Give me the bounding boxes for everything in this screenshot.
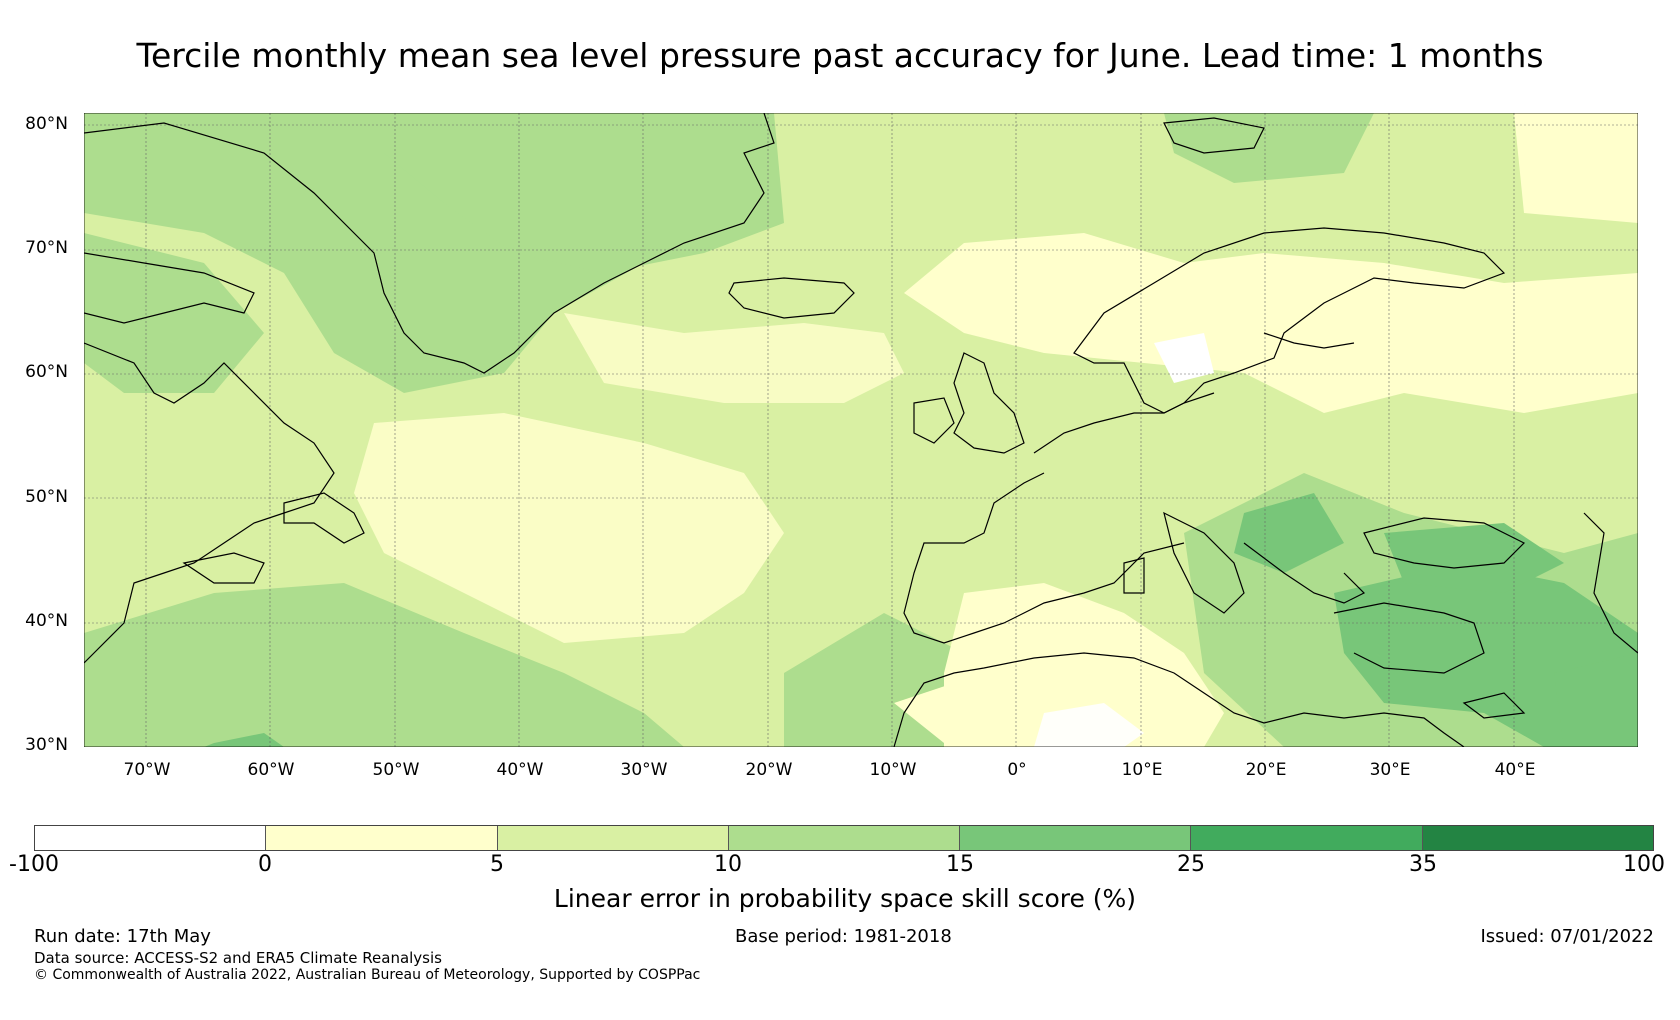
colorbar-tick-3: 10 bbox=[714, 852, 742, 877]
region-iceland-pale bbox=[564, 313, 904, 403]
coast-turkey bbox=[1333, 602, 1485, 674]
lon-label-10e: 10°E bbox=[1121, 760, 1163, 780]
region-norway-white bbox=[1154, 333, 1214, 383]
region-sw-atlantic bbox=[84, 583, 684, 747]
colorbar-seg-1 bbox=[35, 826, 267, 850]
lat-label-30n: 30°N bbox=[25, 735, 68, 755]
region-mid-atlantic-pale bbox=[354, 413, 784, 643]
region-balkans bbox=[1234, 493, 1344, 573]
coast-baffin bbox=[84, 252, 255, 324]
lon-label-30e: 30°E bbox=[1369, 760, 1411, 780]
colorbar-tick-0: -100 bbox=[9, 852, 59, 877]
colorbar-tick-6: 35 bbox=[1409, 852, 1437, 877]
colorbar-tick-2: 5 bbox=[490, 852, 504, 877]
region-sahara-white bbox=[1034, 703, 1144, 747]
lat-label-60n: 60°N bbox=[25, 362, 68, 382]
coast-nova-scotia bbox=[182, 552, 265, 584]
coast-cyprus bbox=[1462, 692, 1526, 719]
coast-italy bbox=[1163, 511, 1245, 614]
lon-label-20e: 20°E bbox=[1245, 760, 1287, 780]
colorbar-tick-5: 25 bbox=[1177, 852, 1205, 877]
coast-caspian bbox=[1583, 512, 1638, 654]
region-small-patch bbox=[204, 733, 284, 747]
colorbar-seg-3 bbox=[497, 826, 729, 850]
graticule bbox=[84, 113, 1638, 747]
region-iberia-pale bbox=[944, 583, 1224, 747]
lon-label-40w: 40°W bbox=[496, 760, 544, 780]
region-morocco-pale bbox=[894, 683, 984, 743]
lon-label-50w: 50°W bbox=[372, 760, 420, 780]
region-arctic-east bbox=[1164, 113, 1374, 183]
coast-north-europe bbox=[1033, 392, 1215, 454]
issued-date: Issued: 07/01/2022 bbox=[1480, 926, 1654, 947]
lat-label-50n: 50°N bbox=[25, 487, 68, 507]
colorbar-seg-7 bbox=[1422, 826, 1653, 850]
coast-greenland bbox=[84, 113, 775, 374]
lat-label-80n: 80°N bbox=[25, 114, 68, 134]
coast-north-africa bbox=[893, 652, 1465, 747]
region-baffin bbox=[84, 233, 264, 393]
region-barents-pale bbox=[1514, 113, 1638, 223]
colorbar-tick-7: 100 bbox=[1623, 852, 1665, 877]
coast-great-britain bbox=[953, 352, 1025, 454]
coast-iberia-france bbox=[903, 472, 1185, 644]
coast-corsica bbox=[1123, 557, 1145, 594]
coast-scandinavia bbox=[1073, 227, 1506, 414]
lat-label-70n: 70°N bbox=[25, 238, 68, 258]
colorbar bbox=[34, 825, 1654, 851]
coast-black-sea bbox=[1363, 517, 1526, 569]
coast-ireland bbox=[913, 397, 955, 444]
coast-gulf-finland bbox=[1263, 332, 1355, 349]
lon-label-40e: 40°E bbox=[1494, 760, 1536, 780]
lon-label-60w: 60°W bbox=[247, 760, 295, 780]
lon-label-30w: 30°W bbox=[620, 760, 668, 780]
lon-label-20w: 20°W bbox=[745, 760, 793, 780]
coast-labrador bbox=[84, 342, 335, 664]
region-scandinavia-pale bbox=[904, 233, 1638, 413]
skill-regions bbox=[84, 113, 1638, 747]
coast-newfoundland bbox=[283, 492, 365, 544]
colorbar-tick-4: 15 bbox=[946, 852, 974, 877]
colorbar-tick-1: 0 bbox=[258, 852, 272, 877]
colorbar-label: Linear error in probability space skill … bbox=[553, 884, 1137, 913]
coast-iceland bbox=[728, 277, 855, 319]
coast-svalbard bbox=[1163, 117, 1265, 154]
colorbar-seg-6 bbox=[1191, 826, 1423, 850]
colorbar-seg-2 bbox=[266, 826, 498, 850]
skill-map bbox=[84, 113, 1638, 747]
colorbar-seg-5 bbox=[960, 826, 1192, 850]
lon-label-10w: 10°W bbox=[869, 760, 917, 780]
coastlines bbox=[84, 113, 1638, 747]
lon-label-70w: 70°W bbox=[123, 760, 171, 780]
coast-balkans bbox=[1243, 542, 1366, 604]
colorbar-seg-4 bbox=[728, 826, 961, 850]
base-period: Base period: 1981-2018 bbox=[735, 926, 952, 947]
region-caspian bbox=[1554, 653, 1638, 747]
copyright: © Commonwealth of Australia 2022, Austra… bbox=[34, 967, 701, 983]
data-source: Data source: ACCESS-S2 and ERA5 Climate … bbox=[34, 949, 442, 967]
run-date: Run date: 17th May bbox=[34, 926, 211, 947]
map-title: Tercile monthly mean sea level pressure … bbox=[136, 36, 1544, 75]
region-arctic-west bbox=[364, 113, 784, 273]
lon-label-0: 0° bbox=[1007, 760, 1027, 780]
lat-label-40n: 40°N bbox=[25, 611, 68, 631]
